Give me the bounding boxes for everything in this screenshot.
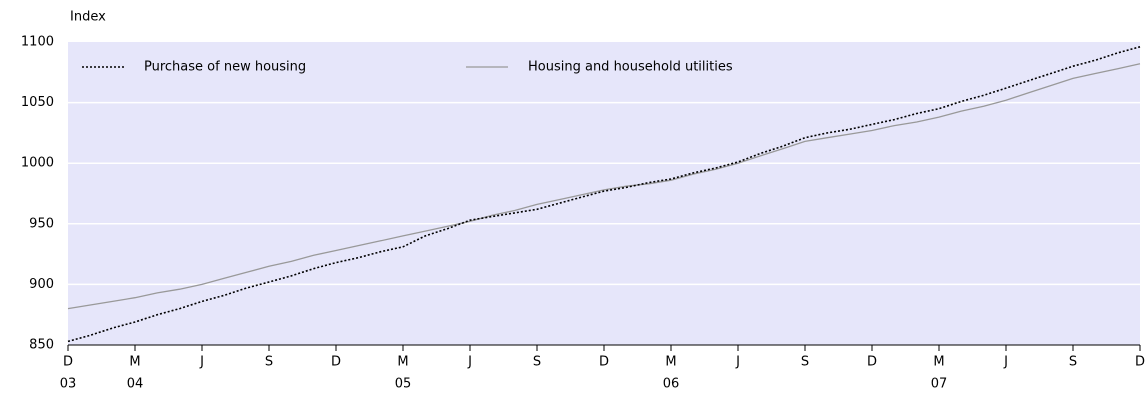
x-tick-label: D [867, 355, 877, 370]
x-year-label: 05 [395, 377, 412, 392]
y-tick-label: 1050 [21, 95, 54, 110]
x-tick-label: D [1135, 355, 1145, 370]
x-year-label: 06 [663, 377, 680, 392]
x-tick-label: S [533, 355, 541, 370]
y-tick-label: 850 [29, 338, 54, 353]
x-tick-label: D [63, 355, 73, 370]
x-tick-label: D [331, 355, 341, 370]
x-year-label: 03 [60, 377, 77, 392]
x-tick-label: J [467, 355, 472, 370]
x-tick-label: S [801, 355, 809, 370]
x-year-label: 07 [931, 377, 948, 392]
x-tick-label: J [1003, 355, 1008, 370]
legend-label: Housing and household utilities [528, 60, 733, 75]
y-tick-label: 950 [29, 216, 54, 231]
y-tick-label: 1000 [21, 156, 54, 171]
x-year-label: 04 [127, 377, 144, 392]
y-tick-label: 900 [29, 277, 54, 292]
x-tick-label: S [265, 355, 273, 370]
x-tick-label: M [933, 355, 944, 370]
x-tick-label: S [1069, 355, 1077, 370]
x-tick-label: D [599, 355, 609, 370]
y-tick-label: 1100 [21, 35, 54, 50]
x-tick-label: J [199, 355, 204, 370]
y-axis-title: Index [70, 10, 106, 25]
x-tick-label: J [735, 355, 740, 370]
series-line [67, 63, 1141, 310]
plot-area [68, 42, 1140, 345]
x-tick-label: M [397, 355, 408, 370]
series-line [67, 46, 1141, 343]
x-tick-label: M [129, 355, 140, 370]
x-tick-label: M [665, 355, 676, 370]
legend-label: Purchase of new housing [144, 60, 306, 75]
